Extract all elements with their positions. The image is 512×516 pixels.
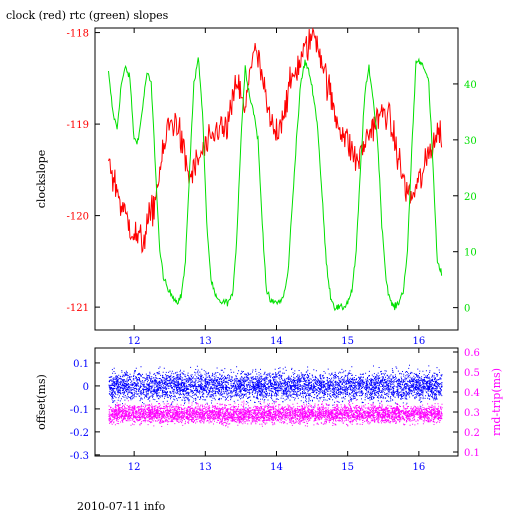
x-tick-label: 12 <box>128 462 141 473</box>
bottom-x-axis: 12 13 14 15 16 <box>128 348 425 473</box>
y-tick-label: -0.3 <box>70 451 89 462</box>
scatter-points <box>108 399 443 428</box>
rtc-slope-series <box>108 57 443 312</box>
y2-tick-label: 10 <box>464 248 477 259</box>
x-tick-label: 13 <box>199 462 212 473</box>
y2-tick-label: 0.1 <box>464 448 480 459</box>
y2-tick-label: 20 <box>464 192 477 203</box>
y2-tick-label: 0.3 <box>464 408 480 419</box>
y-tick-label: -118 <box>67 29 89 40</box>
bottom-plot-panel: 12 13 14 15 16 0.1 0 -0.1 -0.2 -0.3 0.1 0.2 0.3 0.4… <box>35 347 503 473</box>
y2-tick-label: 40 <box>464 80 477 91</box>
footer-info: 2010-07-11 info <box>77 500 166 512</box>
top-y-axis-label: clockslope <box>35 150 48 208</box>
top-y-axis-right: 0 10 20 30 40 <box>453 80 477 315</box>
bottom-y2-axis-label: rnd-trip(ms) <box>490 368 503 436</box>
x-tick-label: 14 <box>270 336 283 347</box>
y2-tick-label: 0.4 <box>464 388 480 399</box>
clock-slope-series <box>108 27 443 254</box>
y2-tick-label: 0.5 <box>464 368 480 379</box>
series-line <box>108 57 443 312</box>
series-line <box>108 27 443 254</box>
bottom-y-axis-left: 0.1 0 -0.1 -0.2 -0.3 <box>70 359 100 462</box>
x-tick-label: 16 <box>412 336 425 347</box>
bottom-y-axis-label: offset(ms) <box>35 374 48 430</box>
y-tick-label: -0.2 <box>70 428 89 439</box>
x-tick-label: 12 <box>128 336 141 347</box>
chart-title: clock (red) rtc (green) slopes <box>6 9 169 22</box>
bottom-y-axis-right: 0.1 0.2 0.3 0.4 0.5 0.6 <box>453 348 480 459</box>
top-plot-panel: 12 13 14 15 16 -118 -119 -120 -121 0 10 20 30 40 cl… <box>35 27 477 347</box>
y-tick-label: -119 <box>67 120 89 131</box>
round-trip-scatter-series <box>108 399 443 428</box>
x-tick-label: 15 <box>341 336 354 347</box>
y-tick-label: -0.1 <box>70 405 89 416</box>
offset-scatter-series <box>108 364 443 409</box>
x-tick-label: 13 <box>199 336 212 347</box>
x-tick-label: 15 <box>341 462 354 473</box>
y2-tick-label: 0.2 <box>464 428 480 439</box>
y-tick-label: 0.1 <box>73 359 89 370</box>
y-tick-label: -121 <box>67 303 89 314</box>
y-tick-label: 0 <box>83 382 89 393</box>
top-y-axis-left: -118 -119 -120 -121 <box>67 29 100 314</box>
y2-tick-label: 30 <box>464 136 477 147</box>
x-tick-label: 16 <box>412 462 425 473</box>
scatter-points <box>108 364 443 409</box>
top-x-axis: 12 13 14 15 16 <box>128 28 425 347</box>
y2-tick-label: 0.6 <box>464 348 480 359</box>
y-tick-label: -120 <box>67 212 89 223</box>
x-tick-label: 14 <box>270 462 283 473</box>
y2-tick-label: 0 <box>464 304 470 315</box>
